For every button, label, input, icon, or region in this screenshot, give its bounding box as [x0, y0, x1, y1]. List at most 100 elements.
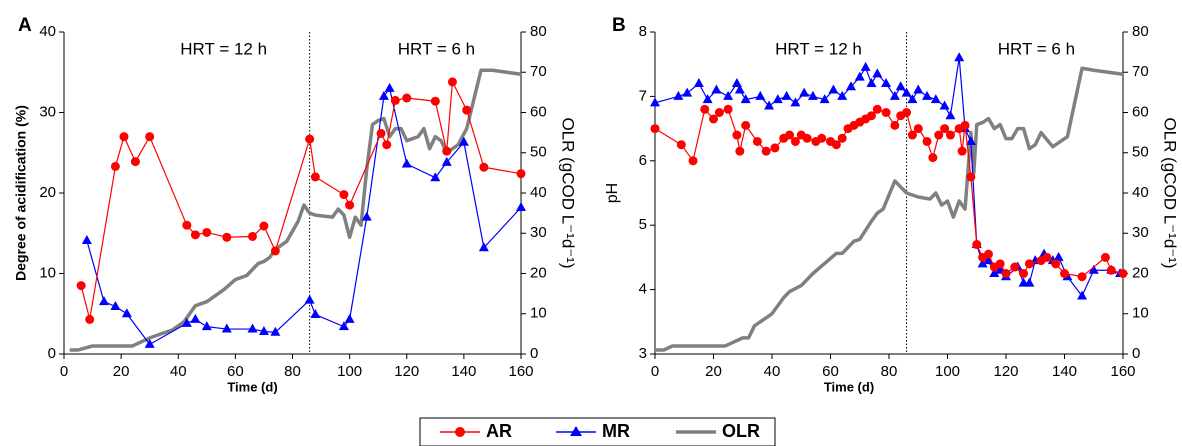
data-point	[740, 94, 751, 104]
data-point	[221, 323, 232, 333]
y2-tick-label: 60	[530, 103, 547, 120]
data-point	[711, 84, 722, 94]
data-point	[182, 220, 192, 230]
data-point	[731, 78, 742, 88]
data-point	[790, 136, 800, 146]
data-point	[772, 94, 783, 104]
x-tick-label: 40	[764, 363, 781, 380]
y2-axis-label: OLR (gCOD L⁻¹d⁻¹)	[1161, 117, 1180, 268]
legend-label: OLR	[722, 421, 760, 441]
y2-tick-label: 10	[530, 305, 547, 322]
y2-tick-label: 80	[1132, 23, 1149, 40]
y2-axis-label: OLR (gCOD L⁻¹d⁻¹)	[559, 117, 578, 268]
y-tick-label: 3	[639, 345, 647, 362]
data-point	[957, 146, 967, 156]
data-point	[190, 230, 200, 240]
data-point	[945, 130, 955, 140]
data-point	[902, 108, 912, 117]
legend-label: AR	[486, 421, 512, 441]
data-point	[977, 258, 988, 268]
data-point	[934, 130, 944, 140]
data-point	[741, 120, 751, 130]
data-point	[913, 84, 924, 94]
panel-label: A	[18, 15, 32, 36]
data-point	[983, 255, 994, 265]
y-tick-label: 0	[48, 345, 56, 362]
data-point	[1042, 252, 1052, 262]
annotation: HRT = 12 h	[775, 39, 862, 58]
y-tick-label: 8	[639, 23, 647, 40]
x-tick-label: 100	[935, 363, 960, 380]
data-point	[376, 128, 386, 138]
data-point	[966, 172, 976, 182]
x-tick-label: 160	[508, 363, 533, 380]
data-point	[837, 90, 848, 100]
data-point	[752, 136, 762, 146]
data-point	[310, 309, 321, 319]
data-point	[889, 90, 900, 100]
data-point	[338, 321, 349, 331]
data-point	[458, 136, 469, 146]
y2-tick-label: 80	[530, 23, 547, 40]
annotation: HRT = 6 h	[998, 39, 1075, 58]
data-point	[723, 90, 734, 100]
series-line	[655, 66, 1124, 352]
data-point	[965, 135, 976, 145]
data-point	[907, 94, 918, 104]
data-point	[1100, 252, 1110, 262]
x-tick-label: 120	[394, 363, 419, 380]
x-tick-label: 140	[1052, 363, 1077, 380]
x-axis-label: Time (d)	[227, 379, 277, 394]
y2-tick-label: 0	[1132, 345, 1140, 362]
data-point	[1024, 277, 1035, 287]
data-point	[1077, 290, 1088, 300]
x-tick-label: 160	[1110, 363, 1135, 380]
data-point	[1019, 269, 1029, 278]
data-point	[764, 100, 775, 110]
data-point	[960, 120, 970, 130]
y-tick-label: 6	[639, 152, 647, 169]
y-tick-label: 40	[39, 23, 56, 40]
data-point	[344, 313, 355, 323]
y2-tick-label: 20	[1132, 264, 1149, 281]
data-point	[854, 71, 865, 81]
panel-label: B	[612, 15, 626, 36]
x-tick-label: 80	[284, 363, 301, 380]
data-point	[732, 130, 742, 140]
data-point	[144, 338, 155, 348]
data-point	[361, 211, 372, 221]
data-point	[983, 249, 993, 259]
data-point	[945, 110, 956, 120]
data-point	[693, 78, 704, 88]
data-point	[702, 94, 713, 104]
data-point	[378, 90, 389, 100]
data-point	[516, 201, 526, 211]
x-tick-label: 20	[705, 363, 722, 380]
data-point	[85, 314, 95, 324]
data-point	[817, 133, 827, 143]
series-line	[86, 87, 522, 345]
data-point	[761, 146, 771, 156]
x-tick-label: 140	[451, 363, 476, 380]
data-point	[785, 130, 795, 140]
data-point	[954, 52, 965, 62]
data-point	[650, 97, 660, 107]
data-point	[709, 114, 718, 124]
x-tick-label: 60	[822, 363, 839, 380]
data-point	[390, 95, 400, 105]
data-point	[1051, 259, 1061, 269]
data-point	[845, 81, 856, 91]
data-point	[928, 153, 938, 163]
annotation: HRT = 6 h	[398, 39, 475, 58]
data-point	[258, 325, 269, 335]
data-point	[866, 111, 876, 121]
x-tick-label: 80	[881, 363, 898, 380]
y-tick-label: 7	[639, 87, 647, 104]
data-point	[382, 140, 392, 150]
data-point	[755, 90, 766, 100]
x-tick-label: 100	[337, 363, 362, 380]
data-point	[402, 93, 412, 103]
y-axis-label: Degree of acidification (%)	[13, 105, 29, 281]
data-point	[384, 82, 395, 92]
